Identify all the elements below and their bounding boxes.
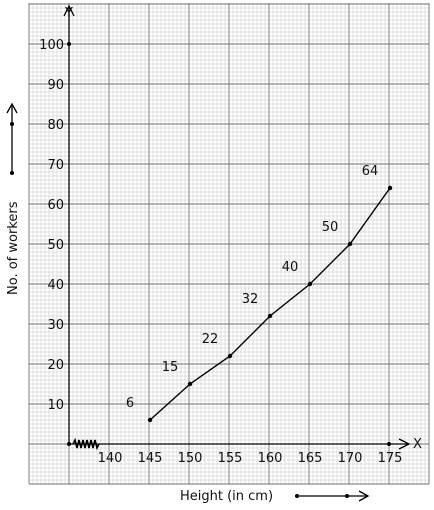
origin-point	[67, 442, 71, 446]
y-tick-label: 80	[47, 118, 64, 133]
data-label: 6	[126, 396, 134, 411]
x-tick-label: 170	[338, 451, 363, 466]
x-tick-label: 150	[178, 451, 203, 466]
x-tick-label: 165	[298, 451, 323, 466]
data-point	[347, 241, 353, 247]
x-tick-label: 160	[258, 451, 283, 466]
data-label: 40	[282, 260, 299, 275]
data-point	[267, 313, 273, 319]
data-label: 64	[362, 164, 379, 179]
x-axis-label: Height (in cm)	[180, 489, 273, 504]
x-tick-label: 140	[98, 451, 123, 466]
axes: 140 145 150 155 160 165 170 175 10 20 30 40 50 60 70 80…	[39, 4, 411, 466]
y-tick-label: 40	[47, 278, 64, 293]
x-axis-break	[72, 437, 100, 451]
data-label: 15	[162, 360, 179, 375]
y-tick-label: 20	[47, 358, 64, 373]
y-tick-label: 30	[47, 318, 64, 333]
data-series: 6 15 22 32 40 50 64	[126, 164, 393, 423]
y-direction-arrow	[6, 102, 18, 175]
y-tick-label: 60	[47, 198, 64, 213]
y-axis-label: No. of workers	[6, 201, 21, 295]
x-tick-label: 145	[138, 451, 163, 466]
data-point	[387, 185, 393, 191]
x-tick-label: 175	[378, 451, 403, 466]
graph-paper-grid	[28, 3, 430, 485]
y-tick-label: 90	[47, 78, 64, 93]
x-axis-letter: X	[413, 437, 422, 452]
x-direction-arrow	[295, 490, 370, 502]
data-label: 32	[242, 292, 259, 307]
y-tick-label: 70	[47, 158, 64, 173]
y-tick-label: 100	[39, 38, 64, 53]
y-tick-label: 50	[47, 238, 64, 253]
data-point	[307, 281, 313, 287]
y-axis-arrowhead	[63, 4, 75, 17]
data-label: 22	[202, 332, 219, 347]
y-axis-letter: Y	[64, 6, 73, 21]
data-point	[227, 353, 233, 359]
x-axis-arrowhead	[398, 438, 411, 450]
data-point	[187, 381, 193, 387]
data-label: 50	[322, 220, 339, 235]
x-axis-end-point	[387, 442, 391, 446]
data-point	[147, 417, 153, 423]
y-axis-end-point	[67, 42, 71, 46]
x-tick-label: 155	[218, 451, 243, 466]
y-tick-label: 10	[47, 398, 64, 413]
